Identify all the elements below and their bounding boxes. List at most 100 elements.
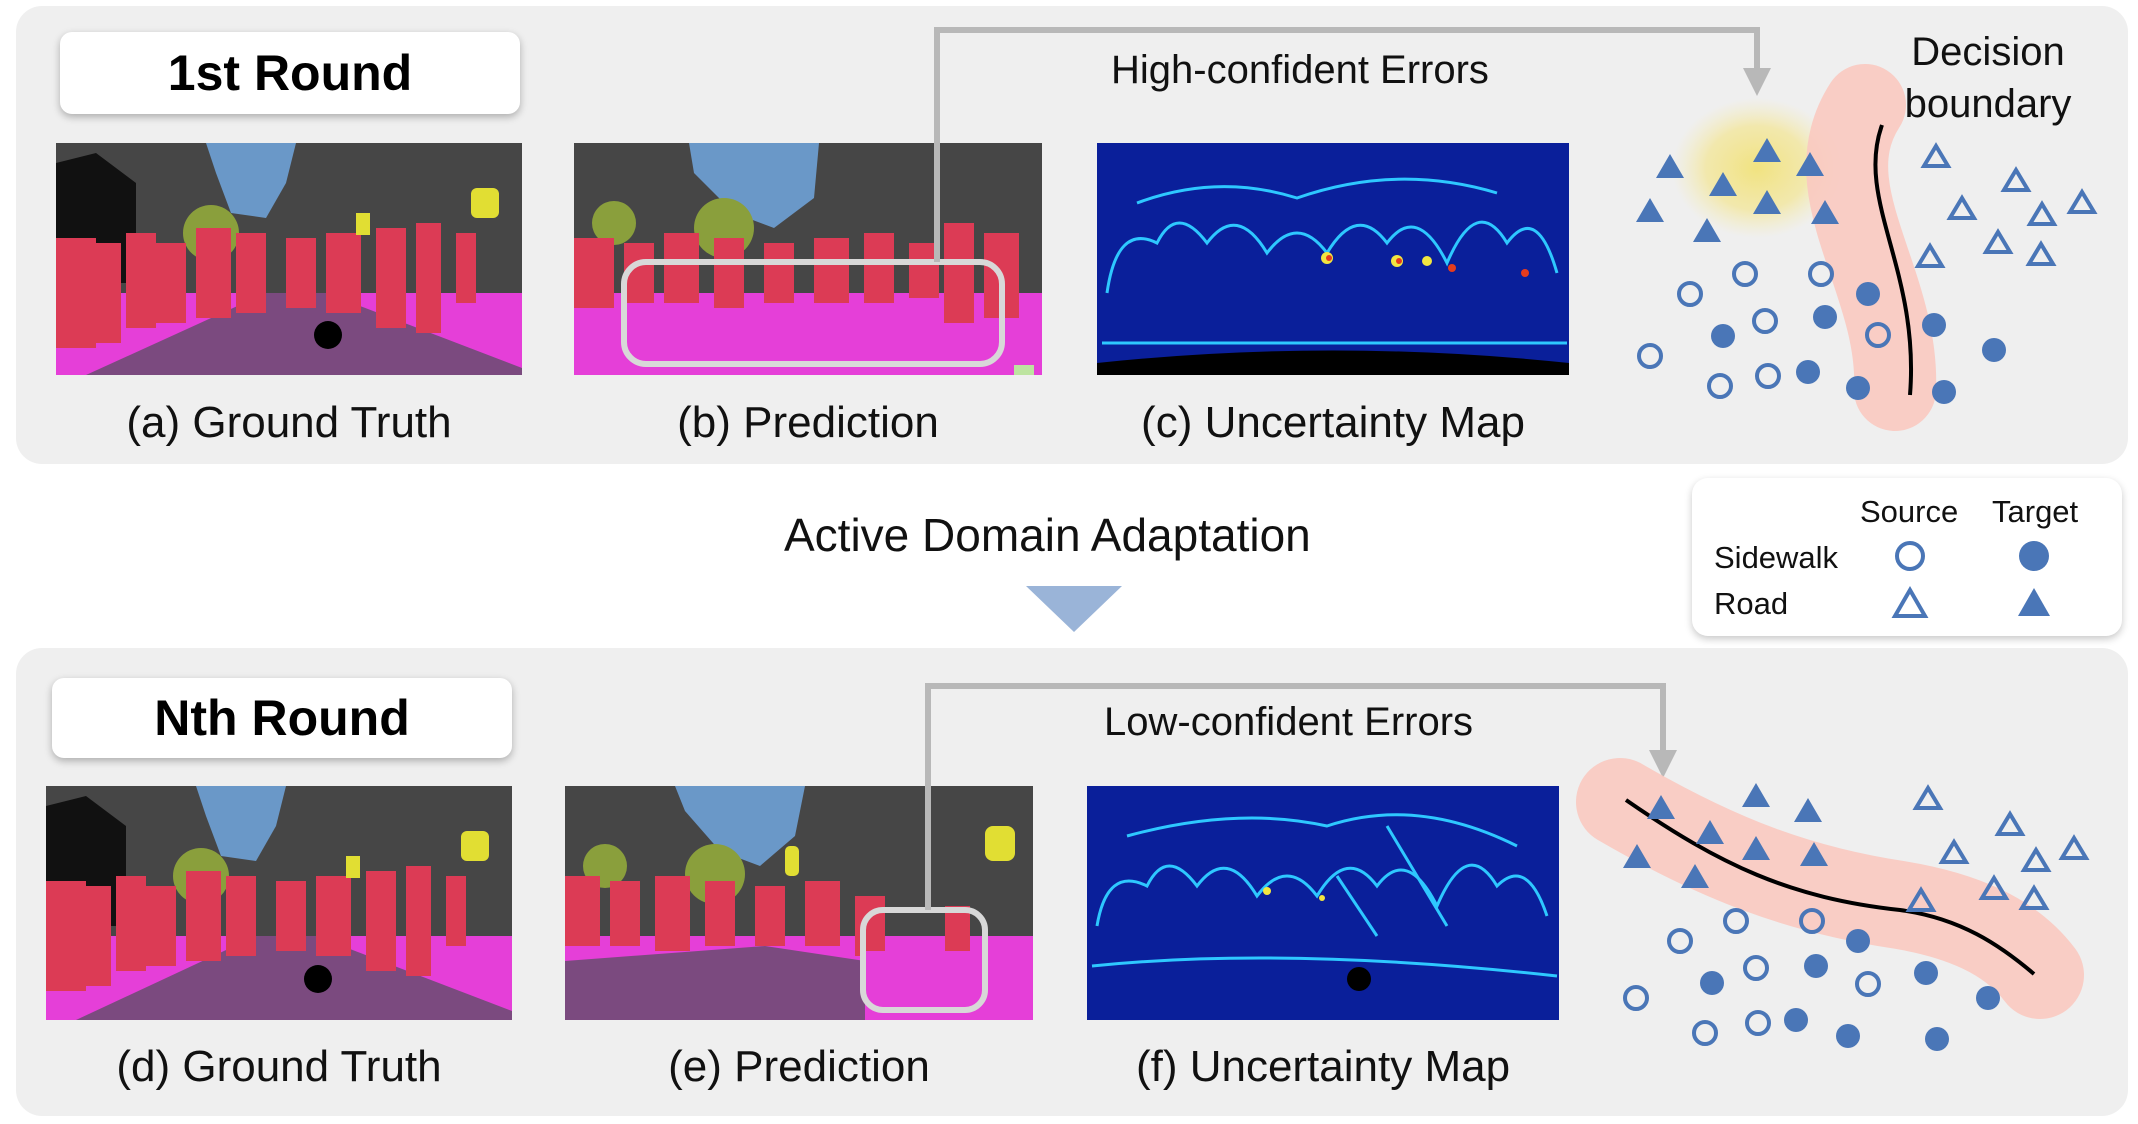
sidewalk-target-marker <box>1784 1008 1808 1032</box>
road-source-marker <box>1978 874 2010 900</box>
sidewalk-target-marker <box>1700 971 1724 995</box>
error-arrow-bottom <box>925 683 1666 910</box>
road-source-marker <box>2058 834 2090 860</box>
sidewalk-source-marker <box>1667 928 1693 954</box>
road-source-marker <box>2066 188 2098 214</box>
nth-round-label: Nth Round <box>52 678 512 758</box>
road-source-marker <box>1914 242 1946 268</box>
legend-sidewalk-source-icon <box>1895 541 1925 571</box>
sidewalk-target-marker <box>1982 338 2006 362</box>
ground-truth-image-d <box>46 786 512 1020</box>
error-arrow-bottom-head <box>1649 750 1677 778</box>
error-arrow-top-head <box>1743 68 1771 96</box>
road-target-marker <box>1800 842 1828 866</box>
road-target-marker <box>1811 200 1839 224</box>
road-target-marker <box>1709 172 1737 196</box>
legend-markers <box>1891 541 2050 618</box>
sidewalk-source-marker <box>1755 363 1781 389</box>
sidewalk-target-marker <box>1846 376 1870 400</box>
legend-road-label: Road <box>1714 586 1789 621</box>
sidewalk-target-marker <box>1922 313 1946 337</box>
legend-sidewalk-target-icon <box>2019 541 2049 571</box>
sidewalk-target-marker <box>1804 954 1828 978</box>
sidewalk-source-marker <box>1707 373 1733 399</box>
road-target-marker <box>1636 198 1664 222</box>
bottom-scatter <box>1576 758 2090 1051</box>
low-confident-errors-label: Low-confident Errors <box>1104 700 1474 744</box>
sidewalk-source-marker <box>1855 971 1881 997</box>
sidewalk-target-marker <box>1856 282 1880 306</box>
road-target-marker <box>1656 154 1684 178</box>
sidewalk-target-marker <box>1932 380 1956 404</box>
sidewalk-source-marker <box>1743 955 1769 981</box>
decision-boundary-band-bottom <box>1576 758 2084 1019</box>
sidewalk-target-marker <box>1976 986 2000 1010</box>
road-source-marker <box>2025 240 2057 266</box>
road-source-marker <box>2020 846 2052 872</box>
prediction-image-e <box>565 786 1033 1020</box>
road-source-marker <box>1938 838 1970 864</box>
road-target-marker <box>1742 836 1770 860</box>
sidewalk-source-marker <box>1745 1010 1771 1036</box>
road-source-marker <box>2000 166 2032 192</box>
sidewalk-source-marker <box>1865 322 1891 348</box>
uncertainty-map-f <box>1087 786 1559 1020</box>
road-target-marker <box>1647 795 1675 819</box>
down-arrow <box>1026 586 1122 632</box>
road-target-marker <box>1681 864 1709 888</box>
legend-source-label: Source <box>1860 494 1959 529</box>
caption-a: (a) Ground Truth <box>126 398 452 447</box>
road-source-marker <box>2018 884 2050 910</box>
ground-truth-image-a <box>56 143 522 375</box>
error-region-box-bottom <box>860 907 988 1013</box>
decision-boundary-band-top <box>1806 64 1937 431</box>
sidewalk-source-marker <box>1808 261 1834 287</box>
first-round-label: 1st Round <box>60 32 520 114</box>
caption-e: (e) Prediction <box>668 1042 930 1091</box>
caption-f: (f) Uncertainty Map <box>1135 1042 1511 1091</box>
sidewalk-source-marker <box>1677 281 1703 307</box>
road-source-marker <box>1912 784 1944 810</box>
sidewalk-target-marker <box>1914 961 1938 985</box>
road-source-marker <box>1946 194 1978 220</box>
legend-sidewalk-label: Sidewalk <box>1714 540 1839 575</box>
decision-boundary-label: Decision boundary <box>1904 30 2072 126</box>
sidewalk-target-marker <box>1846 929 1870 953</box>
sidewalk-source-marker <box>1732 261 1758 287</box>
road-target-marker <box>1753 138 1781 162</box>
road-target-marker <box>1623 844 1651 868</box>
sidewalk-target-marker <box>1925 1027 1949 1051</box>
caption-b: (b) Prediction <box>677 398 939 447</box>
sidewalk-source-marker <box>1637 343 1663 369</box>
decision-boundary-line-bottom <box>1624 798 2036 976</box>
active-domain-adaptation-title: Active Domain Adaptation <box>784 509 1311 561</box>
road-target-marker <box>1742 783 1770 807</box>
sidewalk-source-marker <box>1752 308 1778 334</box>
sidewalk-source-marker <box>1623 985 1649 1011</box>
road-target-marker <box>1693 218 1721 242</box>
road-source-marker <box>1905 886 1937 912</box>
road-source-marker <box>1982 228 2014 254</box>
error-region-box-top <box>621 259 1005 367</box>
sidewalk-target-marker <box>1836 1024 1860 1048</box>
legend-road-target-icon <box>2018 588 2050 616</box>
high-confident-errors-label: High-confident Errors <box>1111 48 1489 92</box>
caption-c: (c) Uncertainty Map <box>1141 398 1525 447</box>
caption-d: (d) Ground Truth <box>116 1042 442 1091</box>
sidewalk-target-marker <box>1711 324 1735 348</box>
sidewalk-source-marker <box>1692 1020 1718 1046</box>
road-target-marker <box>1794 798 1822 822</box>
road-source-marker <box>1920 142 1952 168</box>
legend: Source Target Sidewalk Road <box>1692 478 2122 636</box>
sidewalk-source-marker <box>1723 908 1749 934</box>
road-target-marker <box>1753 190 1781 214</box>
legend-road-source-icon <box>1891 585 1929 618</box>
top-scatter <box>1636 64 2098 431</box>
road-target-marker <box>1796 152 1824 176</box>
sidewalk-target-marker <box>1796 360 1820 384</box>
road-source-marker <box>2026 200 2058 226</box>
road-target-marker <box>1696 820 1724 844</box>
uncertainty-map-c <box>1097 143 1569 375</box>
road-source-marker <box>1994 810 2026 836</box>
